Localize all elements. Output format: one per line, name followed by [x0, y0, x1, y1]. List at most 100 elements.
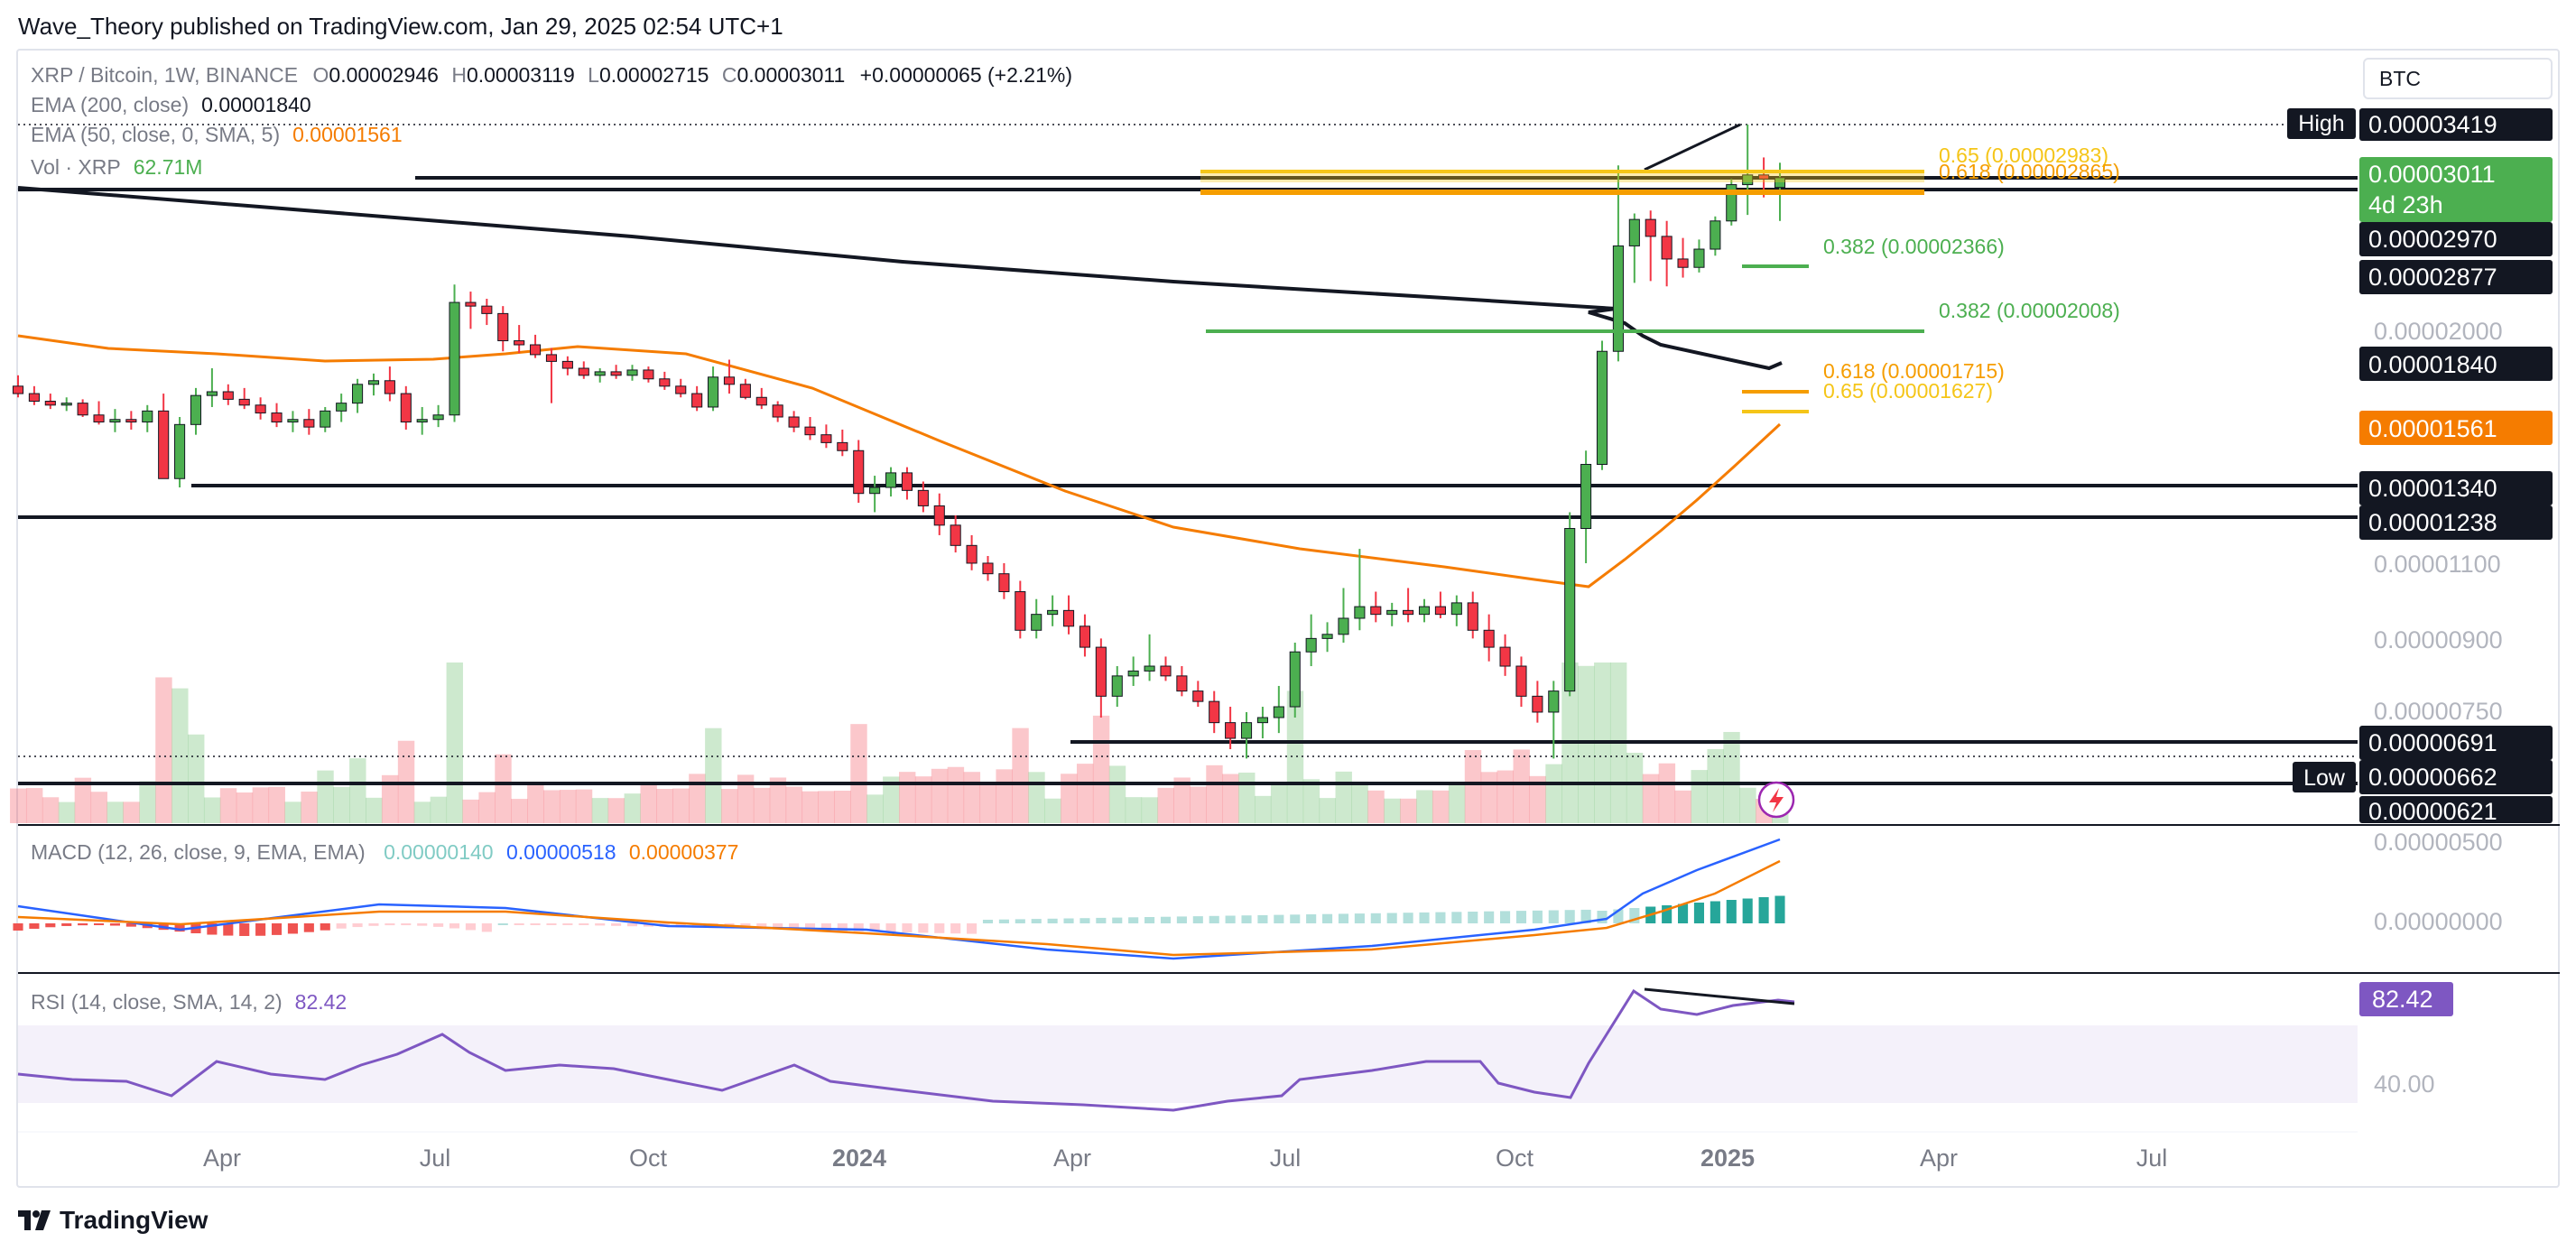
candle-body — [708, 376, 719, 408]
time-tick-oct-2023: Oct — [629, 1144, 668, 1172]
fib-label-065-bot: 0.65 (0.00001627) — [1823, 379, 1993, 403]
candle — [1256, 707, 1268, 739]
candle-body — [1062, 609, 1075, 627]
macd-hist-bar — [13, 923, 23, 931]
rsi-layer — [17, 987, 1795, 1112]
macd-hist-bar — [29, 923, 40, 930]
candle — [1031, 598, 1042, 639]
macd-hist-bar — [207, 923, 218, 935]
macd-hist-bar — [1468, 912, 1478, 923]
macd-hist-bar — [837, 923, 848, 931]
volume-bar — [1545, 764, 1562, 823]
candle-body — [739, 384, 751, 398]
legend-volume[interactable]: Vol · XRP 62.71M — [31, 155, 203, 179]
candle — [691, 385, 703, 412]
tradingview-logo[interactable]: TradingView — [18, 1206, 208, 1235]
volume-bar — [1222, 774, 1239, 823]
fib-label-0382-a: 0.382 (0.00002366) — [1823, 235, 2005, 258]
candle — [1289, 643, 1301, 718]
candle — [1418, 598, 1431, 623]
volume-bar — [624, 793, 641, 823]
candle — [1450, 595, 1462, 626]
price-tick-1100: 0.00001100 — [2374, 551, 2501, 578]
candle-body — [675, 385, 687, 394]
candle-body — [1225, 722, 1237, 739]
volume-bar — [1335, 771, 1352, 823]
candle — [788, 411, 800, 432]
candle-body — [1710, 220, 1721, 250]
candle-body — [1127, 670, 1139, 677]
candle-body — [723, 376, 736, 385]
time-tick-2025: 2025 — [1700, 1144, 1755, 1172]
volume-bar — [74, 777, 92, 823]
volume-bar — [1012, 727, 1029, 823]
volume-bar — [996, 769, 1013, 823]
lightning-icon[interactable] — [1757, 781, 1795, 819]
candle-body — [77, 403, 88, 416]
time-tick-jul-2024: Jul — [1270, 1144, 1302, 1172]
candle — [432, 404, 444, 428]
candle-body — [1758, 174, 1770, 180]
volume-bar — [1416, 790, 1433, 823]
candle-body — [1370, 606, 1382, 616]
volume-bar — [979, 784, 996, 823]
candle — [1305, 614, 1317, 667]
volume-bar — [575, 789, 593, 823]
candle — [1273, 685, 1284, 734]
candle — [1338, 588, 1349, 643]
candle — [1209, 690, 1220, 734]
candle — [1645, 210, 1656, 282]
candle — [1015, 580, 1026, 639]
macd-hist-bar — [433, 923, 444, 927]
volume-bar — [188, 734, 205, 823]
macd-hist-bar — [336, 923, 347, 929]
candle — [1127, 656, 1139, 686]
level-badge-2877: 0.00002877 — [2359, 260, 2553, 294]
volume-bar — [446, 663, 463, 823]
svg-text:0.00003419: 0.00003419 — [2368, 111, 2497, 138]
macd-hist-bar — [174, 923, 185, 932]
candle — [1354, 549, 1366, 631]
candle — [449, 284, 460, 422]
symbol-title[interactable]: XRP / Bitcoin, 1W, BINANCE — [31, 63, 299, 87]
volume-bar — [252, 787, 270, 823]
candle — [206, 368, 218, 407]
macd-hist-bar — [820, 923, 831, 931]
macd-hist-bar — [1548, 910, 1559, 923]
high-marker: High — [2287, 108, 2356, 139]
macd-signal-line — [17, 859, 1781, 957]
legend-rsi[interactable]: RSI (14, close, SMA, 14, 2) 82.42 — [31, 990, 347, 1014]
legend-ema200[interactable]: EMA (200, close) 0.00001840 — [31, 93, 311, 116]
macd-line-value: 0.00000518 — [505, 840, 616, 864]
legend-macd[interactable]: MACD (12, 26, close, 9, EMA, EMA) 0.0000… — [31, 840, 739, 864]
macd-hist-bar — [1144, 917, 1155, 923]
volume-bar — [268, 786, 285, 823]
candle — [1111, 666, 1123, 708]
macd-hist-bar — [1532, 910, 1543, 923]
volume-bar — [1400, 798, 1417, 823]
macd-hist-bar — [45, 923, 56, 928]
candle — [1499, 634, 1511, 676]
volume-bar — [1658, 763, 1676, 823]
volume-bar — [511, 799, 528, 823]
macd-hist-bar — [1338, 913, 1349, 923]
volume-bar — [1061, 774, 1078, 823]
divergence-line-rsi — [1644, 987, 1795, 1005]
macd-hist-bar — [1435, 912, 1446, 923]
macd-hist-bar — [320, 923, 330, 931]
low-value: 0.00002715 — [598, 63, 709, 87]
macd-hist-bar — [417, 923, 428, 926]
volume-bar — [785, 786, 803, 823]
candle-body — [12, 385, 24, 394]
candle-body — [93, 414, 105, 423]
support-badge-691: 0.00000691 — [2359, 726, 2553, 760]
macd-hist-bar — [449, 923, 460, 929]
macd-hist-bar — [368, 923, 379, 926]
legend-ema50[interactable]: EMA (50, close, 0, SMA, 5) 0.00001561 — [31, 123, 403, 146]
macd-hist-bar — [239, 923, 250, 936]
macd-hist-bar — [1112, 917, 1123, 923]
currency-button[interactable]: BTC — [2363, 58, 2553, 99]
candle — [1726, 179, 1737, 226]
macd-hist-bar — [1774, 895, 1785, 923]
